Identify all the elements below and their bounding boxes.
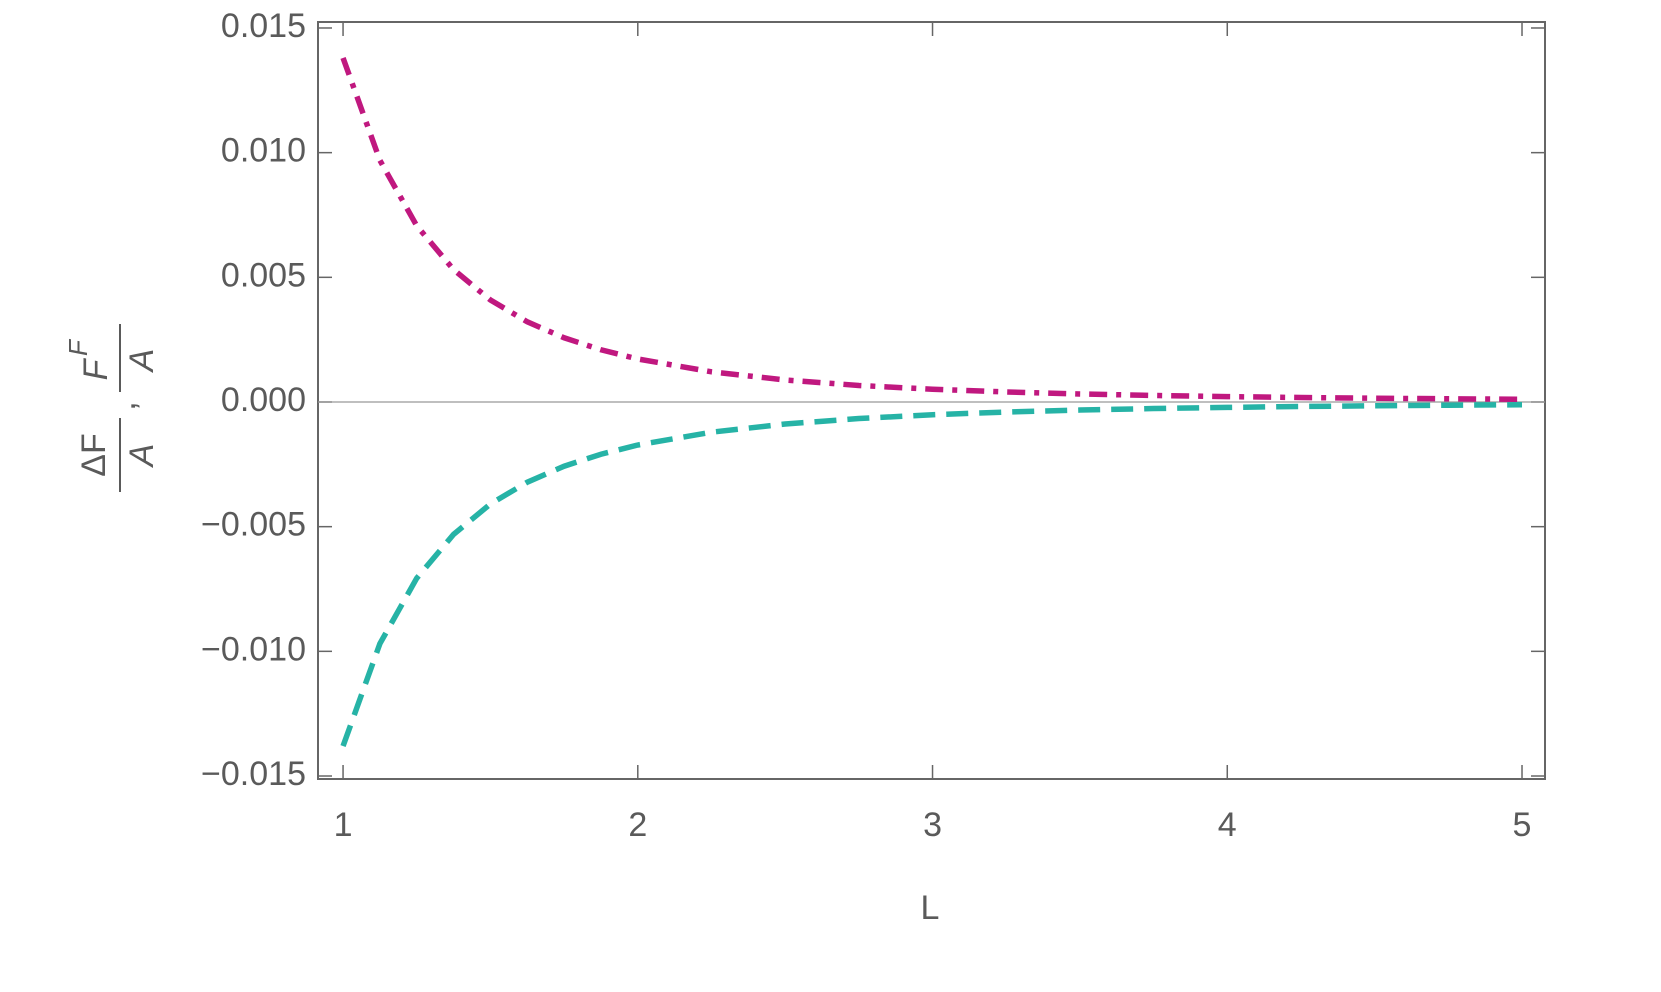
series-line (340, 401, 1523, 748)
y-label-denominator: A (123, 349, 161, 374)
x-tick-label: 3 (923, 806, 942, 844)
y-label-numerator: F (77, 357, 115, 380)
y-label-separator: , (105, 401, 143, 410)
plot-frame (317, 21, 1546, 780)
x-tick-label: 5 (1513, 806, 1532, 844)
x-tick-label: 1 (334, 806, 353, 844)
y-axis-label: ΔF A , F F A (63, 324, 161, 492)
y-label-denominator: A (123, 444, 161, 469)
y-tick-label: −0.005 (201, 506, 306, 544)
x-tick-label: 4 (1218, 806, 1237, 844)
y-tick-label: 0.015 (221, 7, 306, 45)
y-tick-label: −0.015 (201, 755, 306, 793)
x-axis-label: L (921, 889, 940, 927)
series-line (340, 56, 1523, 403)
y-tick-label: 0.000 (221, 381, 306, 419)
x-tick-label: 2 (628, 806, 647, 844)
y-label-numerator: ΔF (75, 433, 113, 476)
y-tick-label: −0.010 (201, 630, 306, 668)
y-tick-label: 0.010 (221, 132, 306, 170)
y-tick-label: 0.005 (221, 256, 306, 294)
y-label-superscript: F (63, 338, 93, 356)
